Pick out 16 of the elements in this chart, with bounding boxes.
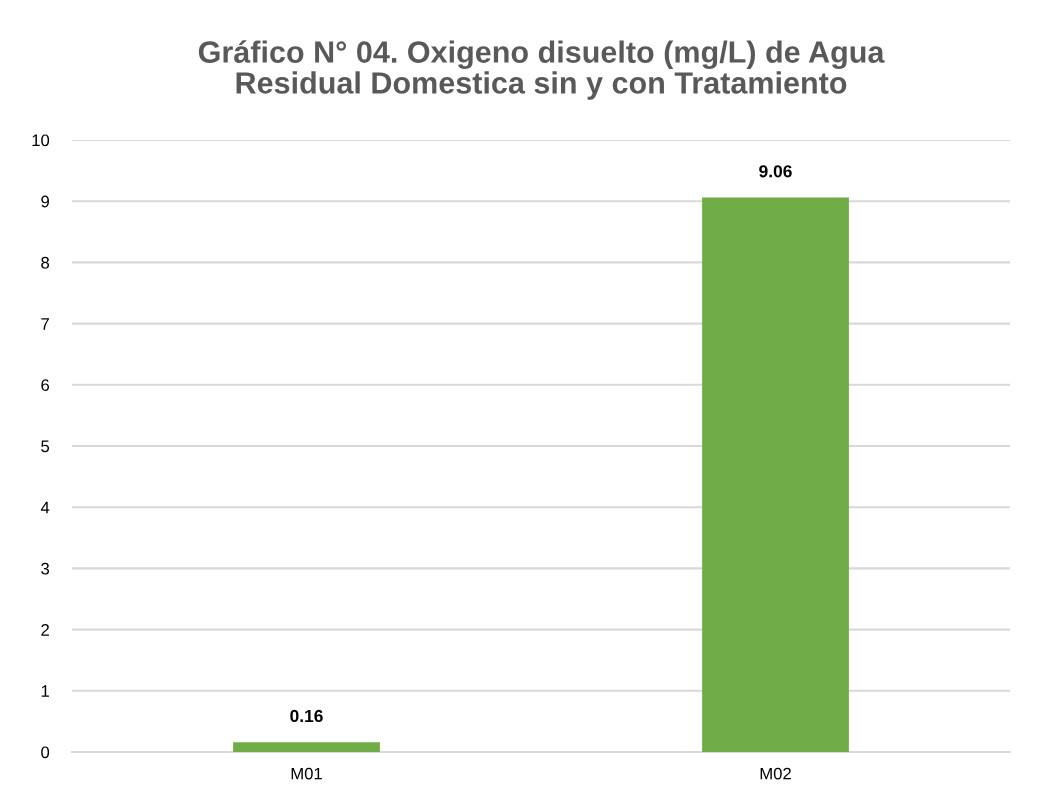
- y-tick-label: 5: [41, 440, 50, 453]
- y-tick-label: 0: [41, 746, 50, 759]
- y-tick-label: 4: [40, 501, 50, 514]
- y-tick-label: 8: [41, 256, 50, 269]
- y-tick-label: 2: [41, 624, 49, 636]
- y-tick-label: 7: [41, 318, 49, 330]
- x-tick-label: M01: [291, 767, 322, 780]
- data-label: 9.06: [759, 165, 792, 178]
- x-tick-label: M02: [760, 767, 791, 780]
- y-tick-label: 1: [41, 685, 49, 697]
- y-tick-label: 9: [41, 195, 49, 208]
- y-tick-label: 10: [32, 134, 50, 147]
- data-label: 0.16: [290, 709, 323, 723]
- y-tick-label: 3: [41, 562, 50, 575]
- chart-title: Gráfico N° 04. Oxigeno disuelto (mg/L) de Agua Residual Domestica sin y con Tratamiento: [198, 40, 885, 100]
- y-tick-label: 6: [41, 379, 50, 391]
